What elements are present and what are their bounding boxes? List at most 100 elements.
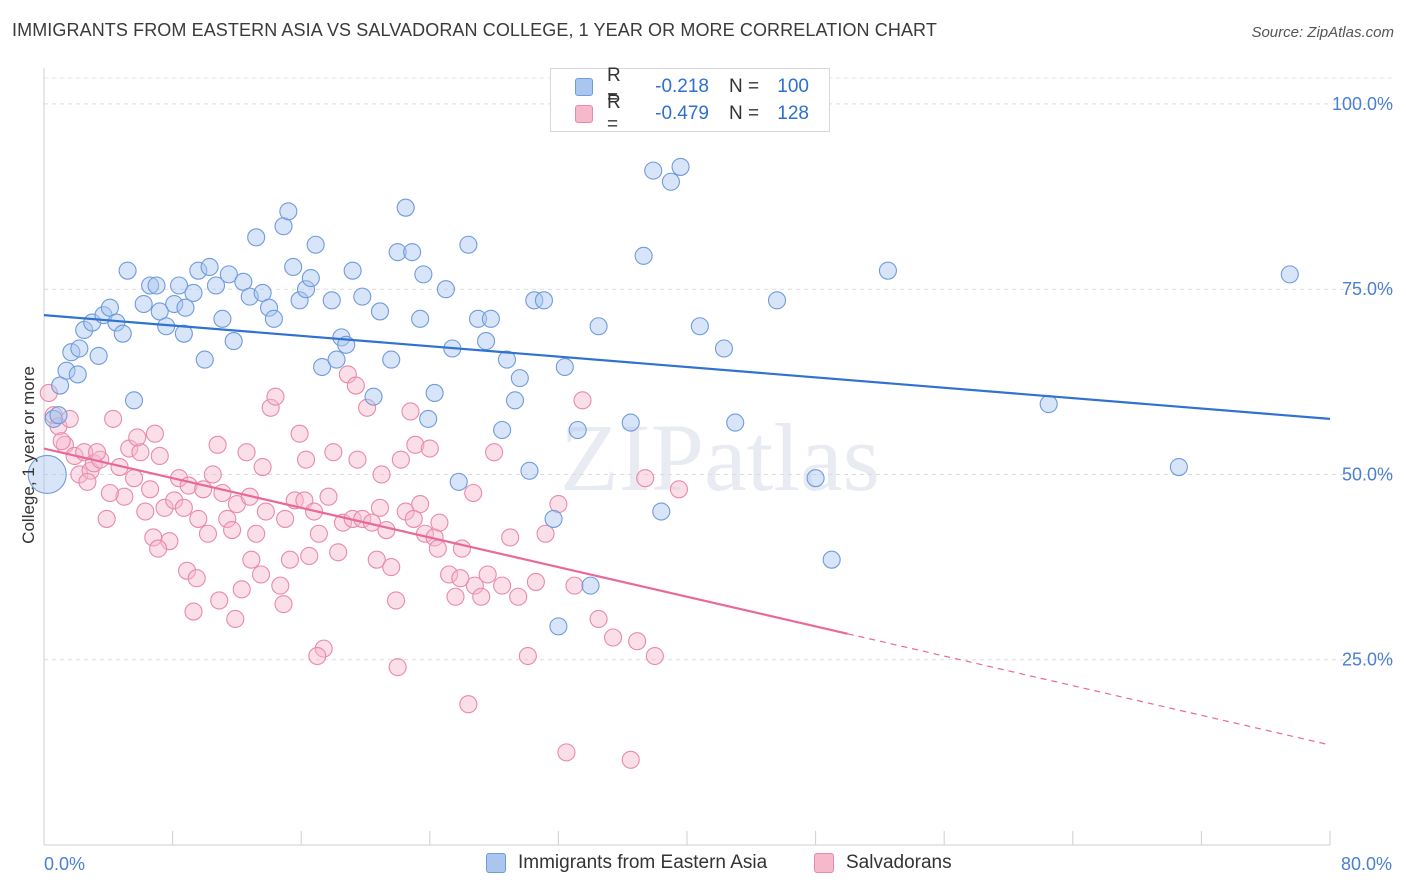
n-label: N = [729, 76, 760, 97]
salvadorans-point [261, 398, 280, 417]
legend-label-salvadorans: Salvadorans [846, 852, 952, 873]
salvadorans-point [242, 550, 261, 569]
salvadorans-point [39, 383, 58, 403]
salvadorans-point [472, 587, 491, 606]
salvadorans-point [189, 509, 208, 528]
eastern-asia-point [1280, 265, 1299, 284]
eastern-asia-point [493, 420, 512, 440]
eastern-asia-point [57, 361, 76, 380]
x-tick-label: 80.0% [1341, 854, 1392, 874]
eastern-asia-point [555, 357, 574, 377]
eastern-asia-point [459, 235, 478, 254]
eastern-asia-point [767, 291, 787, 310]
salvadorans-point [309, 524, 328, 543]
salvadorans-point [256, 502, 275, 521]
eastern-asia-point [141, 276, 160, 295]
salvadorans-point [391, 450, 410, 469]
salvadorans-point [420, 439, 439, 458]
eastern-asia-point [806, 469, 825, 488]
salvadorans-point [60, 409, 79, 428]
salvadorans-point [253, 458, 272, 477]
salvadorans-point [370, 498, 390, 517]
eastern-asia-point [396, 198, 415, 217]
eastern-asia-point [147, 276, 166, 295]
eastern-asia-point [1169, 458, 1188, 477]
legend-row-eastern-asia: R = -0.218 N = 100 [575, 65, 809, 108]
salvadorans-point [669, 480, 689, 499]
salvadorans-point [210, 591, 229, 610]
eastern-asia-point [313, 357, 332, 377]
eastern-asia-point [822, 550, 841, 569]
tick-labels: 25.0% 50.0% 75.0% 100.0% 0.0% 80.0% [44, 94, 1393, 874]
r-label: R = [607, 92, 621, 135]
legend-item-eastern-asia: Immigrants from Eastern Asia [486, 852, 767, 874]
eastern-asia-point [621, 413, 640, 432]
salvadorans-point [478, 565, 497, 584]
salvadorans-point [203, 465, 222, 484]
salvadorans-point [526, 572, 545, 591]
salvadorans-point [573, 391, 592, 410]
salvadorans-point [149, 539, 168, 558]
y-tick-label: 25.0% [1342, 650, 1393, 670]
eastern-asia-point [206, 276, 226, 295]
r-label: R = [607, 65, 621, 108]
source-label: Source: ZipAtlas.com [1251, 24, 1394, 41]
salvadorans-point [237, 443, 256, 462]
eastern-asia-point [189, 261, 208, 280]
salvadorans-point [388, 658, 407, 677]
salvadorans-point [324, 443, 343, 462]
eastern-asia-point [468, 309, 488, 328]
eastern-asia-point [505, 391, 525, 410]
eastern-asia-point [343, 261, 362, 280]
chart-title: IMMIGRANTS FROM EASTERN ASIA VS SALVADOR… [12, 20, 937, 40]
n-value: 128 [777, 103, 809, 124]
salvadorans-point [274, 595, 293, 614]
salvadorans-point [348, 450, 367, 469]
series-legend: Immigrants from Eastern Asia Salvadorans [0, 852, 1406, 878]
salvadorans-point [247, 524, 266, 543]
r-value: -0.218 [655, 76, 709, 97]
pink-swatch [575, 105, 593, 123]
salvadorans-point [346, 376, 365, 395]
salvadorans-point [604, 628, 623, 647]
salvadorans-point [141, 480, 160, 499]
salvadorans-point [493, 576, 512, 595]
eastern-asia-point [200, 257, 219, 277]
legend-row-salvadorans: R = -0.479 N = 128 [575, 92, 809, 135]
eastern-asia-point [49, 406, 68, 425]
legend-label-eastern-asia: Immigrants from Eastern Asia [518, 852, 768, 873]
eastern-asia-point [68, 365, 87, 384]
eastern-asia-points [27, 157, 1299, 636]
salvadorans-point [300, 546, 319, 566]
salvadorans-point [198, 524, 218, 543]
salvadorans-point [104, 409, 123, 428]
salvadorans-point [430, 513, 449, 532]
salvadorans-point [232, 580, 251, 599]
salvadorans-point [87, 443, 107, 462]
eastern-asia-point [134, 294, 153, 314]
salvadorans-point [308, 646, 327, 666]
y-tick-label: 75.0% [1342, 279, 1393, 299]
eastern-asia-point [497, 350, 517, 369]
y-tick-label: 100.0% [1332, 94, 1393, 114]
eastern-asia-point [726, 413, 745, 432]
eastern-asia-point [247, 228, 266, 247]
eastern-asia-point [290, 291, 309, 310]
eastern-asia-point [264, 309, 283, 328]
eastern-asia-point [449, 472, 468, 491]
eastern-asia-point [259, 298, 279, 317]
correlation-legend: R = -0.218 N = 100 R = -0.479 N = 128 [550, 65, 830, 135]
eastern-asia-point [169, 276, 189, 295]
salvadorans-point [144, 528, 163, 547]
eastern-asia-point [403, 243, 422, 262]
salvadorans-point [621, 750, 640, 769]
salvadorans-point [645, 646, 664, 666]
axes [43, 68, 1331, 846]
salvadorans-point [128, 428, 147, 447]
salvadorans-point [276, 509, 295, 528]
eastern-asia-point [327, 350, 346, 369]
pink-swatch [814, 853, 834, 873]
salvadorans-trend-line [43, 447, 848, 635]
salvadorans-point [115, 487, 134, 506]
